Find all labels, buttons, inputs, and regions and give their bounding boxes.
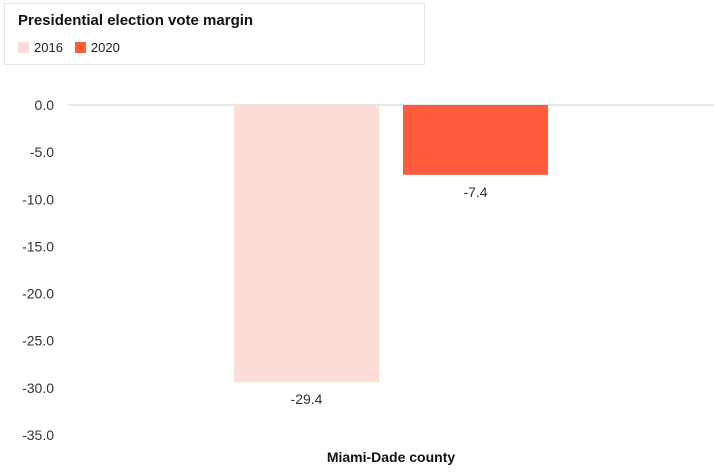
legend-panel: Presidential election vote margin 2016 2… [4,3,425,65]
y-tick-label: -20.0 [22,286,54,302]
legend: 2016 2020 [18,40,120,55]
legend-label-2016: 2016 [34,40,63,55]
category-label: Miami-Dade county [327,449,456,465]
y-tick-label: -25.0 [22,333,54,349]
data-label-2020: -7.4 [463,184,487,200]
legend-swatch-2020 [74,42,86,53]
y-tick-label: 0.0 [35,97,55,113]
y-tick-label: -30.0 [22,380,54,396]
y-tick-label: -15.0 [22,238,54,254]
legend-label-2020: 2020 [90,40,120,55]
bar-2016 [234,105,379,383]
legend-item-2020[interactable]: 2020 [74,40,120,55]
y-tick-label: -35.0 [22,427,54,443]
y-tick-label: -5.0 [30,144,54,160]
chart-title: Presidential election vote margin [18,12,254,29]
legend-item-2016[interactable]: 2016 [18,40,63,55]
y-tick-label: -10.0 [22,191,54,207]
bar-2020 [403,105,548,175]
legend-swatch-2016 [18,42,29,53]
data-label-2016: -29.4 [291,391,323,407]
